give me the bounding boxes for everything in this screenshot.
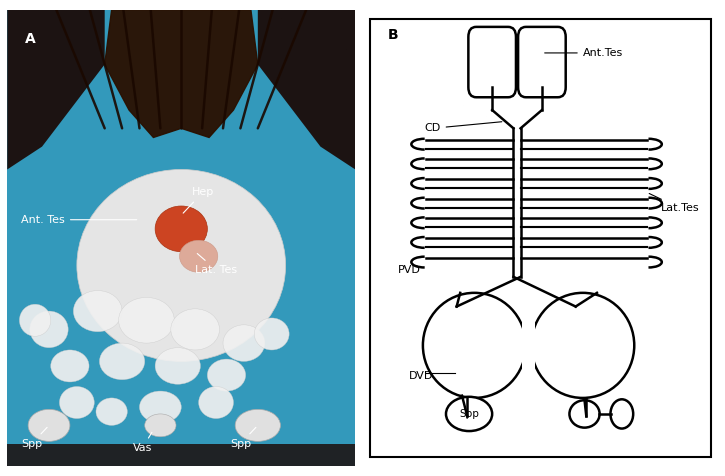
Ellipse shape [99, 343, 145, 380]
Text: A: A [25, 32, 36, 46]
Polygon shape [7, 10, 104, 169]
Ellipse shape [569, 400, 600, 427]
Ellipse shape [77, 169, 286, 361]
FancyBboxPatch shape [370, 19, 710, 457]
Text: PVD: PVD [398, 265, 421, 275]
Ellipse shape [223, 325, 265, 361]
Text: Ant. Tes: Ant. Tes [21, 215, 137, 225]
Ellipse shape [20, 304, 51, 336]
Ellipse shape [96, 398, 128, 426]
Bar [522, 298, 535, 393]
FancyBboxPatch shape [518, 27, 566, 97]
Ellipse shape [155, 347, 200, 384]
Ellipse shape [531, 293, 634, 398]
Text: Spp: Spp [230, 427, 256, 449]
Ellipse shape [28, 409, 70, 441]
Text: Ant.Tes: Ant.Tes [544, 48, 623, 58]
Ellipse shape [235, 409, 281, 441]
Ellipse shape [145, 414, 176, 437]
Text: Vas: Vas [133, 432, 152, 453]
FancyBboxPatch shape [7, 10, 355, 466]
Ellipse shape [199, 387, 233, 418]
Text: B: B [387, 28, 398, 42]
Ellipse shape [73, 290, 122, 332]
Ellipse shape [51, 350, 89, 382]
Text: Lat.Tes: Lat.Tes [649, 194, 700, 213]
Ellipse shape [139, 391, 181, 423]
Text: Lat. Tes: Lat. Tes [195, 254, 237, 275]
Ellipse shape [171, 309, 220, 350]
Ellipse shape [155, 206, 207, 252]
Ellipse shape [423, 293, 526, 398]
Ellipse shape [119, 298, 174, 343]
Polygon shape [258, 10, 355, 169]
Ellipse shape [446, 397, 492, 431]
Ellipse shape [207, 359, 246, 391]
Text: CD: CD [424, 122, 502, 133]
FancyBboxPatch shape [7, 444, 355, 466]
FancyBboxPatch shape [468, 27, 516, 97]
Ellipse shape [180, 240, 218, 272]
Circle shape [610, 399, 633, 428]
Text: DVD: DVD [409, 371, 433, 381]
Text: Hep: Hep [183, 187, 214, 213]
Ellipse shape [59, 387, 94, 418]
Text: Spp: Spp [21, 427, 47, 449]
Text: Spp: Spp [459, 409, 479, 419]
Polygon shape [104, 10, 258, 138]
Ellipse shape [254, 318, 289, 350]
Ellipse shape [30, 311, 68, 347]
